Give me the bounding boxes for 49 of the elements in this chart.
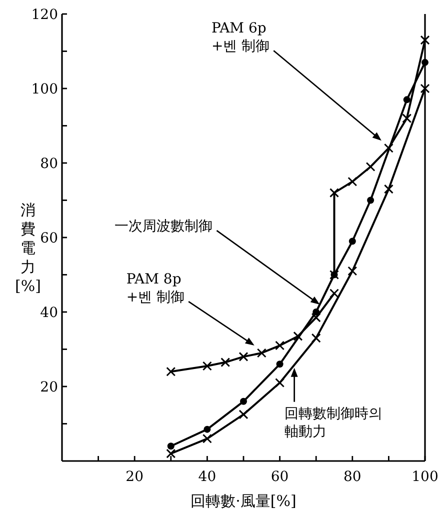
point [275,378,285,388]
point [166,448,176,458]
point [422,58,428,66]
point [238,352,248,362]
annotation: 一次周波數制御 [114,218,213,235]
y-axis-title: 消費電力[%] [15,201,41,295]
y-tick-label: 120 [31,7,58,23]
point [348,238,356,245]
x-axis-title: 回轉數·風量[%] [190,492,296,510]
point [403,96,410,104]
point [293,331,303,341]
point [166,366,176,376]
point [330,188,339,198]
annotation: 回轉數制御時의 軸動力 [284,406,382,440]
annotation: PAM 6p +벤 制御 [211,20,270,55]
point [311,333,321,343]
point [384,143,394,153]
point [202,361,212,371]
point [204,426,211,433]
point [402,114,412,124]
point [312,308,320,316]
point [348,176,358,186]
x-tick-label: 60 [270,469,289,485]
x-tick-label: 80 [343,469,362,485]
point [420,84,430,94]
x-tick-label: 40 [198,469,216,485]
point [384,184,394,194]
y-tick-label: 80 [40,156,58,172]
x-tick-label: 100 [412,469,438,485]
point [330,288,339,298]
point [256,348,266,358]
y-tick-label: 100 [31,82,58,98]
point [220,358,230,368]
point [238,410,248,420]
y-tick-label: 20 [40,380,58,396]
point [275,340,285,350]
point [367,196,374,204]
point [167,442,174,450]
point [240,398,247,405]
point [311,312,321,322]
point [366,162,376,172]
point [202,434,212,444]
point [276,360,284,368]
y-tick-label: 60 [40,230,58,246]
annotation: PAM 8p +벤 制御 [126,272,185,306]
x-tick-label: 20 [126,469,144,485]
y-tick-label: 40 [40,305,58,321]
point [420,35,430,45]
point [348,266,358,276]
